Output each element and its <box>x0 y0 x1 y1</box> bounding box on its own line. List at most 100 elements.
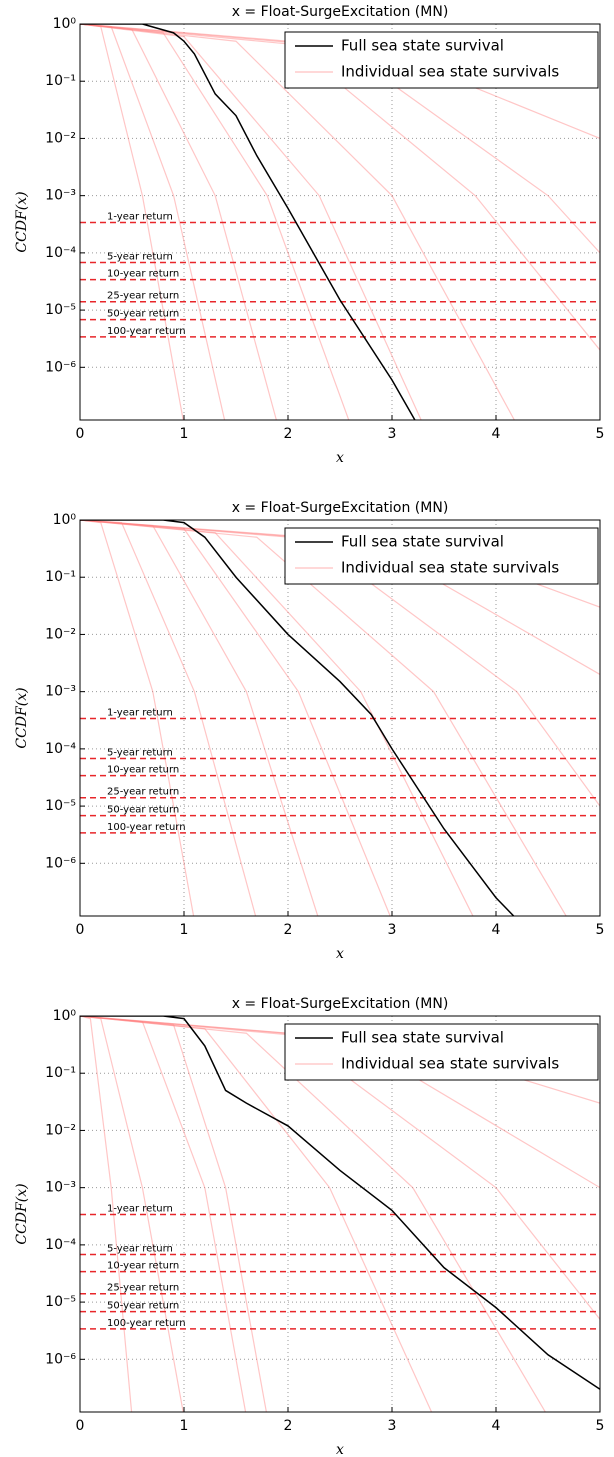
x-tick-label: 4 <box>492 922 501 938</box>
chart-title: x = Float-SurgeExcitation (MN) <box>232 4 449 20</box>
y-tick-label: 10⁻⁵ <box>45 798 76 814</box>
individual-survival-line <box>80 520 600 807</box>
legend-label: Individual sea state survivals <box>341 1055 559 1073</box>
subplot: x = Float-SurgeExcitation (MN) x CCDF(x) 0 1… <box>14 500 604 962</box>
full-survival-line <box>80 520 515 916</box>
legend-label: Full sea state survival <box>341 37 504 55</box>
return-level-label: 25-year return <box>107 1283 179 1294</box>
return-level-label: 1-year return <box>107 1203 173 1214</box>
y-tick-label: 10⁰ <box>53 16 77 32</box>
plot-area <box>80 24 600 420</box>
y-tick-label: 10⁻⁴ <box>45 245 76 261</box>
y-axis-label: CCDF(x) <box>14 1183 30 1244</box>
individual-survival-line <box>80 520 195 916</box>
x-tick-label: 0 <box>76 1418 85 1434</box>
return-level-label: 10-year return <box>107 269 179 280</box>
individual-survival-line <box>80 520 567 916</box>
x-axis-label: x <box>336 1442 344 1457</box>
chart-title: x = Float-SurgeExcitation (MN) <box>232 500 449 516</box>
x-tick-label: 2 <box>284 1418 293 1434</box>
individual-survival-line <box>80 24 226 420</box>
return-level-label: 100-year return <box>107 1318 186 1329</box>
individual-survival-line <box>80 24 422 420</box>
return-level-label: 100-year return <box>107 822 186 833</box>
full-survival-line <box>80 24 416 420</box>
individual-survival-line <box>80 24 350 420</box>
return-level-label: 5-year return <box>107 747 173 758</box>
y-tick-label: 10⁻⁵ <box>45 1294 76 1310</box>
y-tick-label: 10⁻⁶ <box>45 359 76 375</box>
x-tick-label: 5 <box>596 426 605 442</box>
individual-survival-line <box>80 520 474 916</box>
legend: Full sea state survival Individual sea st… <box>284 31 599 89</box>
individual-survival-line <box>80 24 600 351</box>
y-tick-label: 10⁻⁶ <box>45 855 76 871</box>
full-survival-line <box>80 1016 600 1390</box>
legend-label: Individual sea state survivals <box>341 63 559 81</box>
y-tick-label: 10⁻⁵ <box>45 302 76 318</box>
x-tick-label: 2 <box>284 426 293 442</box>
legend-box <box>284 31 599 89</box>
x-tick-label: 1 <box>180 1418 189 1434</box>
plot-frame <box>79 23 601 421</box>
individual-survival-line <box>80 1016 184 1412</box>
y-tick-label: 10⁻⁴ <box>45 1237 76 1253</box>
y-tick-label: 10⁻¹ <box>45 1065 76 1081</box>
y-tick-label: 10⁻³ <box>45 1180 76 1196</box>
x-tick-label: 3 <box>388 426 397 442</box>
x-tick-label: 5 <box>596 1418 605 1434</box>
individual-survival-line <box>80 24 600 254</box>
legend-box <box>284 1023 599 1081</box>
y-tick-label: 10⁻¹ <box>45 73 76 89</box>
individual-survival-line <box>80 1016 600 1320</box>
y-tick-label: 10⁻⁴ <box>45 741 76 757</box>
subplot: x = Float-SurgeExcitation (MN) x CCDF(x) 0 1… <box>14 4 604 466</box>
y-axis-label: CCDF(x) <box>14 191 30 252</box>
individual-survival-line <box>80 24 277 420</box>
y-tick-label: 10⁻⁶ <box>45 1351 76 1367</box>
subplot: x = Float-SurgeExcitation (MN) x CCDF(x) 0 1… <box>14 996 604 1457</box>
individual-survival-line <box>80 520 319 916</box>
x-tick-label: 2 <box>284 922 293 938</box>
return-level-label: 5-year return <box>107 1243 173 1254</box>
x-tick-label: 3 <box>388 922 397 938</box>
x-axis-label: x <box>336 450 344 466</box>
individual-survival-line <box>80 24 516 420</box>
x-tick-label: 3 <box>388 1418 397 1434</box>
y-tick-label: 10⁰ <box>53 1008 77 1024</box>
plot-frame <box>79 1015 601 1413</box>
chart-title: x = Float-SurgeExcitation (MN) <box>232 996 449 1012</box>
x-tick-label: 0 <box>76 426 85 442</box>
x-tick-label: 4 <box>492 426 501 442</box>
legend-label: Individual sea state survivals <box>341 559 559 577</box>
legend-box <box>284 527 599 585</box>
x-tick-label: 4 <box>492 1418 501 1434</box>
legend: Full sea state survival Individual sea st… <box>284 527 599 585</box>
individual-survival-line <box>80 1016 267 1412</box>
x-tick-label: 1 <box>180 922 189 938</box>
y-tick-label: 10⁻³ <box>45 188 76 204</box>
individual-survival-line <box>80 1016 547 1412</box>
return-level-label: 1-year return <box>107 211 173 222</box>
y-tick-label: 10⁰ <box>53 512 77 528</box>
individual-survival-line <box>80 24 184 420</box>
return-level-label: 50-year return <box>107 1301 179 1312</box>
return-level-label: 100-year return <box>107 326 186 337</box>
legend: Full sea state survival Individual sea st… <box>284 1023 599 1081</box>
plot-frame <box>79 519 601 917</box>
return-level-label: 50-year return <box>107 309 179 320</box>
legend-label: Full sea state survival <box>341 1029 504 1047</box>
return-level-label: 1-year return <box>107 707 173 718</box>
y-tick-label: 10⁻³ <box>45 684 76 700</box>
x-axis-label: x <box>336 946 344 962</box>
x-tick-label: 0 <box>76 922 85 938</box>
return-level-label: 25-year return <box>107 291 179 302</box>
legend-label: Full sea state survival <box>341 533 504 551</box>
individual-survival-line <box>80 1016 247 1412</box>
return-level-label: 25-year return <box>107 787 179 798</box>
return-level-label: 10-year return <box>107 765 179 776</box>
individual-survival-line <box>80 1016 433 1412</box>
y-tick-label: 10⁻² <box>45 130 76 146</box>
return-level-label: 10-year return <box>107 1261 179 1272</box>
